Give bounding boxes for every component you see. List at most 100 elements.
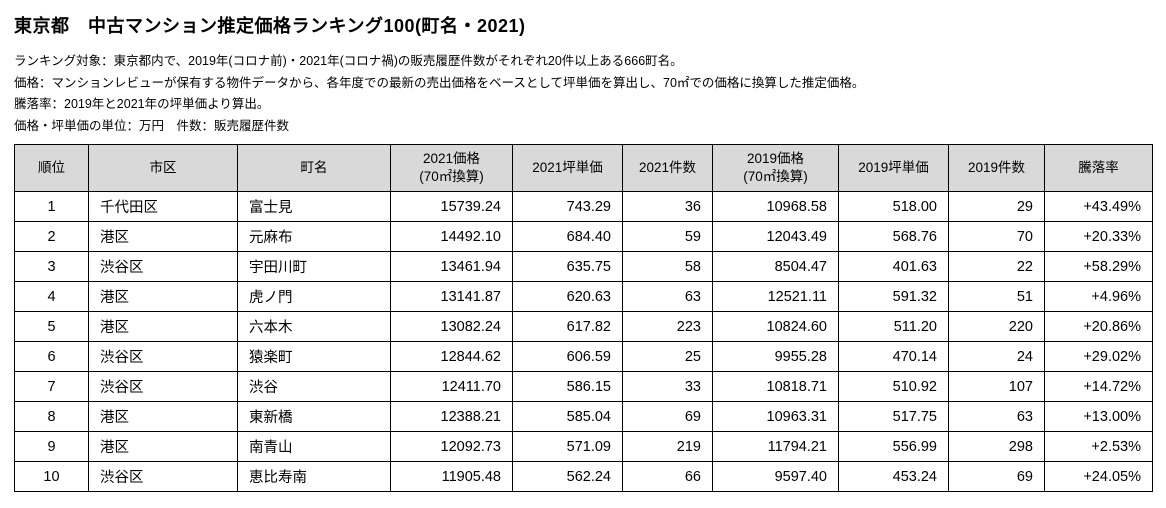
table-cell: +2.53% [1044, 431, 1153, 462]
table-cell: +20.33% [1044, 221, 1153, 252]
table-cell: 13141.87 [390, 281, 513, 312]
table-cell: +4.96% [1044, 281, 1153, 312]
table-cell: 401.63 [838, 251, 949, 282]
page: 東京都 中古マンション推定価格ランキング100(町名・2021) ランキング対象… [14, 16, 1153, 492]
table-cell: 12092.73 [390, 431, 513, 462]
column-header-line: 2021価格 [422, 151, 481, 166]
table-row: 8 港区 東新橋 12388.21 585.04 69 10963.31 517.75 63 +1… [14, 401, 1153, 432]
table-cell: 渋谷 [237, 371, 391, 402]
column-header: 2019価格 (70㎡換算) [712, 144, 839, 192]
table-cell: 58 [622, 251, 713, 282]
table-cell: +13.00% [1044, 401, 1153, 432]
notes: ランキング対象：東京都内で、2019年(コロナ前)・2021年(コロナ禍)の販売… [14, 51, 1152, 137]
table-cell: 2 [14, 221, 89, 252]
table-cell: 511.20 [838, 311, 949, 342]
table-row: 5 港区 六本木 13082.24 617.82 223 10824.60 511.20 220… [14, 311, 1153, 342]
table-cell: 10968.58 [712, 191, 839, 222]
table-row: 10 渋谷区 恵比寿南 11905.48 562.24 66 9597.40 453.24 69… [14, 461, 1153, 492]
column-header-subline: (70㎡換算) [419, 169, 484, 184]
table-cell: 63 [622, 281, 713, 312]
column-header: 2021価格 (70㎡換算) [390, 144, 513, 192]
note-units: 価格・坪単価の単位：万円 件数：販売履歴件数 [14, 118, 290, 133]
table-cell: 70 [948, 221, 1045, 252]
table-cell: 298 [948, 431, 1045, 462]
table-cell: 562.24 [512, 461, 623, 492]
table-cell: 69 [948, 461, 1045, 492]
table-cell: 4 [14, 281, 89, 312]
table-cell: 29 [948, 191, 1045, 222]
table-cell: 24 [948, 341, 1045, 372]
table-cell: 富士見 [237, 191, 391, 222]
column-header-subline: (70㎡換算) [743, 169, 808, 184]
table-cell: 33 [622, 371, 713, 402]
table-cell: 12521.11 [712, 281, 839, 312]
table-cell: 渋谷区 [88, 341, 238, 372]
table-cell: 606.59 [512, 341, 623, 372]
table-row: 2 港区 元麻布 14492.10 684.40 59 12043.49 568.76 70 +2… [14, 221, 1153, 252]
table-cell: 585.04 [512, 401, 623, 432]
table-cell: 219 [622, 431, 713, 462]
table-cell: 千代田区 [88, 191, 238, 222]
column-header: 2019件数 [948, 144, 1045, 192]
table-row: 7 渋谷区 渋谷 12411.70 586.15 33 10818.71 510.92 107 +… [14, 371, 1153, 402]
column-header-line: 2019価格 [746, 151, 805, 166]
note-ranking-scope: ランキング対象：東京都内で、2019年(コロナ前)・2021年(コロナ禍)の販売… [14, 54, 683, 68]
table-cell: 743.29 [512, 191, 623, 222]
table-cell: 8 [14, 401, 89, 432]
column-header: 2021件数 [622, 144, 713, 192]
table-cell: 9597.40 [712, 461, 839, 492]
table-cell: 568.76 [838, 221, 949, 252]
table-cell: 11794.21 [712, 431, 839, 462]
table-cell: 7 [14, 371, 89, 402]
table-cell: 南青山 [237, 431, 391, 462]
table-cell: 470.14 [838, 341, 949, 372]
table-cell: 556.99 [838, 431, 949, 462]
table-cell: 510.92 [838, 371, 949, 402]
table-cell: 3 [14, 251, 89, 282]
table-cell: 36 [622, 191, 713, 222]
table-cell: 港区 [88, 281, 238, 312]
table-cell: 107 [948, 371, 1045, 402]
note-change-rate: 騰落率：2019年と2021年の坪単価より算出。 [14, 97, 270, 111]
column-header: 町名 [237, 144, 391, 192]
table-cell: 5 [14, 311, 89, 342]
column-header: 騰落率 [1044, 144, 1153, 192]
table-cell: 虎ノ門 [237, 281, 391, 312]
table-cell: 591.32 [838, 281, 949, 312]
table-cell: 渋谷区 [88, 251, 238, 282]
table-header-row: 順位 市区 町名 2021価格 (70㎡換算) 2021坪単価 2021件数 2019価格 (7… [14, 144, 1153, 192]
table-cell: 684.40 [512, 221, 623, 252]
table-cell: 586.15 [512, 371, 623, 402]
table-cell: 13461.94 [390, 251, 513, 282]
table-cell: 8504.47 [712, 251, 839, 282]
table-cell: 571.09 [512, 431, 623, 462]
table-row: 1 千代田区 富士見 15739.24 743.29 36 10968.58 518.00 29… [14, 191, 1153, 222]
table-cell: +29.02% [1044, 341, 1153, 372]
table-cell: +58.29% [1044, 251, 1153, 282]
table-cell: 518.00 [838, 191, 949, 222]
table-cell: 宇田川町 [237, 251, 391, 282]
table-cell: 620.63 [512, 281, 623, 312]
table-cell: 12388.21 [390, 401, 513, 432]
table-cell: 港区 [88, 221, 238, 252]
table-cell: 9 [14, 431, 89, 462]
column-header: 2019坪単価 [838, 144, 949, 192]
table-cell: +14.72% [1044, 371, 1153, 402]
table-cell: 25 [622, 341, 713, 372]
table-cell: 10963.31 [712, 401, 839, 432]
table-cell: 1 [14, 191, 89, 222]
table-cell: 12411.70 [390, 371, 513, 402]
table-body: 1 千代田区 富士見 15739.24 743.29 36 10968.58 518.00 29… [14, 191, 1153, 492]
table-cell: 10 [14, 461, 89, 492]
table-cell: 617.82 [512, 311, 623, 342]
table-cell: 港区 [88, 401, 238, 432]
table-cell: 六本木 [237, 311, 391, 342]
table-cell: 15739.24 [390, 191, 513, 222]
column-header: 市区 [88, 144, 238, 192]
table-row: 3 渋谷区 宇田川町 13461.94 635.75 58 8504.47 401.63 22 +… [14, 251, 1153, 282]
table-cell: 渋谷区 [88, 371, 238, 402]
table-cell: 渋谷区 [88, 461, 238, 492]
note-price-method: 価格：マンションレビューが保有する物件データから、各年度での最新の売出価格をベー… [14, 75, 865, 90]
table-cell: 港区 [88, 431, 238, 462]
table-cell: 453.24 [838, 461, 949, 492]
